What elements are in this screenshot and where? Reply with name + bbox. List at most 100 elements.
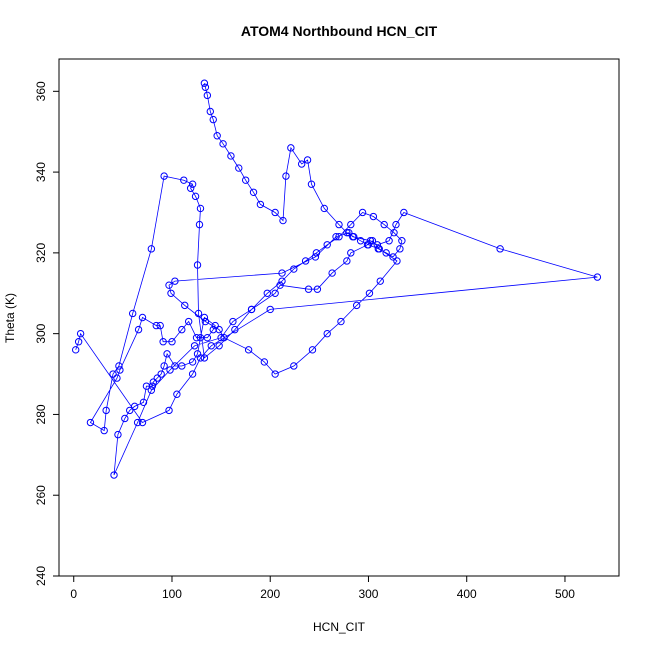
data-point [337,317,345,326]
data-point [186,184,195,192]
data-point [266,305,274,314]
data-point [368,237,377,245]
data-point [247,305,256,314]
data-point [147,245,156,253]
chart-title: ATOM4 Northbound HCN_CIT [241,23,438,39]
data-point [138,313,147,322]
data-point [157,370,165,378]
data-point [121,414,129,423]
data-point [278,277,286,285]
data-point [244,346,253,354]
data-point [209,115,217,124]
data-point [134,325,143,334]
data-point [76,329,85,338]
data-point [276,281,284,289]
x-tick-label: 100 [162,587,182,601]
x-tick-label: 200 [260,587,280,601]
data-point [390,228,398,237]
data-point [156,321,164,330]
data-point [219,140,227,148]
data-point [393,257,401,265]
data-point [227,152,235,160]
data-point [200,354,209,362]
data-point [116,366,124,374]
y-tick-label: 300 [34,323,48,343]
data-point [311,253,320,261]
data-point [320,204,328,213]
data-point [373,241,382,249]
data-point [188,358,197,366]
x-axis: 0 100 200 300 400 500 [70,575,575,601]
data-point [356,237,365,245]
data-point [365,289,374,297]
data-point [389,253,397,261]
data-point [358,208,367,217]
x-axis-label: HCN_CIT [313,620,366,634]
data-point [128,309,137,318]
series-line-0 [75,83,598,476]
data-point [279,216,287,225]
data-point [335,233,343,241]
data-point [173,390,181,398]
y-tick-label: 240 [34,566,48,586]
data-point [323,329,331,338]
data-point [211,321,219,330]
data-point [203,91,212,100]
data-point [332,233,340,241]
data-point [100,426,108,435]
y-axis: 240 260 280 300 320 340 360 [34,81,60,586]
x-tick-label: 300 [358,587,378,601]
data-point [165,406,173,415]
data-point [249,188,258,196]
data-point [217,333,225,342]
data-point [301,257,310,265]
data-point [347,220,355,229]
series-line [75,83,598,476]
data-point [382,249,390,257]
data-point [171,277,179,285]
data-point [207,342,215,350]
data-point [287,144,295,152]
data-point [133,418,142,427]
data-point [166,366,174,374]
data-point [271,208,279,217]
data-point [229,317,237,326]
data-point [200,313,209,322]
data-point [72,346,80,354]
data-point [206,107,214,116]
data-point [113,374,121,382]
data-point [196,204,205,213]
data-point [188,370,197,378]
data-point [126,406,134,415]
data-point [366,237,375,245]
data-point [192,333,201,342]
data-point [163,350,171,358]
data-point [297,160,306,168]
data-point [184,317,193,326]
data-point [380,220,388,229]
data-point [290,362,298,370]
data-point [308,346,317,354]
data-point [139,398,148,407]
data-point [171,362,179,370]
data-point [147,386,156,394]
data-point [74,338,83,346]
data-point [109,370,117,378]
y-axis-label: Theta (K) [3,293,17,343]
data-point [196,354,205,362]
y-tick-label: 320 [34,243,48,263]
data-point [312,249,321,257]
data-point [235,164,243,172]
data-point [165,281,173,289]
data-point [190,342,199,350]
data-point [352,301,361,310]
y-tick-label: 260 [34,485,48,505]
data-point [102,406,110,415]
data-point [115,362,123,370]
data-point [138,418,147,427]
data-point [114,430,122,439]
data-point [201,317,210,326]
data-point [153,374,161,382]
data-point [343,257,351,265]
